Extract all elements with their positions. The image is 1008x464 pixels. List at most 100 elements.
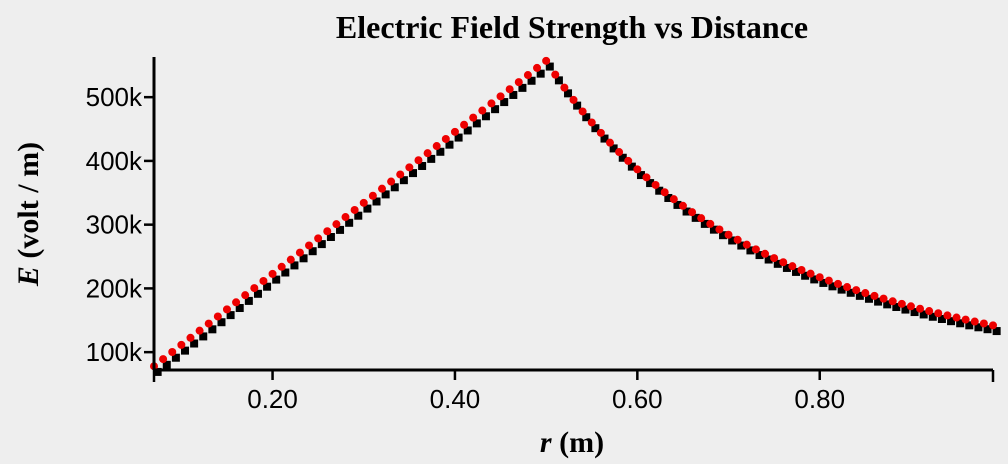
data-point xyxy=(591,124,600,133)
data-point xyxy=(168,347,177,356)
data-point xyxy=(928,312,937,321)
data-point xyxy=(326,232,335,241)
data-point xyxy=(213,312,222,321)
data-point xyxy=(268,269,277,278)
data-point xyxy=(651,180,660,189)
data-point xyxy=(618,153,627,162)
data-point xyxy=(308,247,317,256)
data-point xyxy=(761,249,770,258)
data-point xyxy=(947,317,956,326)
data-point xyxy=(888,297,897,306)
data-point xyxy=(153,367,162,376)
data-point xyxy=(952,313,961,322)
data-point xyxy=(897,299,906,308)
data-point xyxy=(773,259,782,268)
data-point xyxy=(746,246,755,255)
data-point xyxy=(819,278,828,287)
x-tick-label: 0.40 xyxy=(430,384,481,414)
data-point xyxy=(833,279,842,288)
data-point xyxy=(934,309,943,318)
data-point xyxy=(943,311,952,320)
data-point xyxy=(874,297,883,306)
data-point xyxy=(828,282,837,291)
data-point xyxy=(350,205,359,214)
y-tick-label: 400k xyxy=(86,146,143,176)
data-point xyxy=(609,144,618,153)
data-point xyxy=(253,289,262,298)
data-point xyxy=(901,305,910,314)
data-point xyxy=(551,70,560,79)
data-point xyxy=(554,76,563,85)
data-point xyxy=(390,183,399,192)
data-point xyxy=(916,304,925,313)
data-point xyxy=(636,171,645,180)
data-point xyxy=(509,90,518,99)
data-point xyxy=(642,173,651,182)
data-point xyxy=(235,304,244,313)
data-point xyxy=(910,308,919,317)
data-point xyxy=(445,140,454,149)
data-point xyxy=(536,69,545,78)
data-point xyxy=(815,273,824,282)
data-point xyxy=(846,288,855,297)
data-point xyxy=(181,346,190,355)
data-point xyxy=(290,261,299,270)
data-point xyxy=(387,177,396,186)
data-point xyxy=(655,186,664,195)
y-axis-label: E (volt / m) xyxy=(12,142,45,287)
data-point xyxy=(733,235,742,244)
data-point xyxy=(678,201,687,210)
data-point xyxy=(281,268,290,277)
y-tick-label: 500k xyxy=(86,82,143,112)
data-point xyxy=(624,156,633,165)
data-point xyxy=(919,310,928,319)
data-point xyxy=(186,333,195,342)
plot-area xyxy=(150,56,1001,376)
data-point xyxy=(244,296,253,305)
data-point xyxy=(770,254,779,263)
data-point xyxy=(332,220,341,229)
y-ticks: 100k 200k 300k 400k 500k xyxy=(86,82,154,367)
data-point xyxy=(222,305,231,314)
data-point xyxy=(615,148,624,157)
data-point xyxy=(564,89,573,98)
data-point xyxy=(843,283,852,292)
data-point xyxy=(864,294,873,303)
x-axis-label: r (m) xyxy=(540,426,604,459)
x-tick-label: 0.60 xyxy=(612,384,663,414)
data-point xyxy=(491,105,500,114)
chart-title: Electric Field Strength vs Distance xyxy=(336,9,808,45)
data-point xyxy=(755,251,764,260)
data-point xyxy=(560,83,569,92)
data-point xyxy=(396,170,405,179)
data-point xyxy=(992,327,1001,336)
data-point xyxy=(719,231,728,240)
data-point xyxy=(824,276,833,285)
data-point xyxy=(801,271,810,280)
data-point xyxy=(295,248,304,257)
data-point xyxy=(481,112,490,121)
data-point xyxy=(709,225,718,234)
y-tick-label: 300k xyxy=(86,210,143,240)
data-point xyxy=(500,98,509,107)
data-point xyxy=(764,255,773,264)
data-point xyxy=(432,142,441,151)
data-point xyxy=(837,285,846,294)
data-point xyxy=(469,113,478,122)
data-point xyxy=(974,323,983,332)
x-tick-label: 0.20 xyxy=(247,384,298,414)
data-point xyxy=(569,95,578,104)
data-point xyxy=(582,113,591,122)
data-point xyxy=(487,99,496,108)
data-point xyxy=(177,340,186,349)
data-point xyxy=(372,197,381,206)
data-point xyxy=(669,195,678,204)
data-point xyxy=(523,71,532,80)
data-point xyxy=(345,218,354,227)
data-point xyxy=(792,267,801,276)
data-point xyxy=(646,179,655,188)
data-point xyxy=(250,284,259,293)
data-point xyxy=(879,294,888,303)
x-tick-label: 0.80 xyxy=(794,384,845,414)
data-point xyxy=(925,307,934,316)
